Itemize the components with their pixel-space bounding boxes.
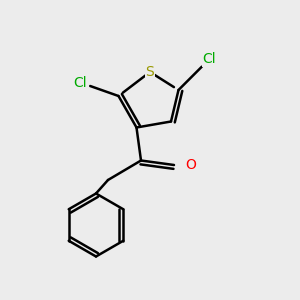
Text: Cl: Cl (74, 76, 87, 89)
Text: S: S (146, 65, 154, 79)
Text: Cl: Cl (202, 52, 216, 66)
Text: O: O (185, 158, 196, 172)
